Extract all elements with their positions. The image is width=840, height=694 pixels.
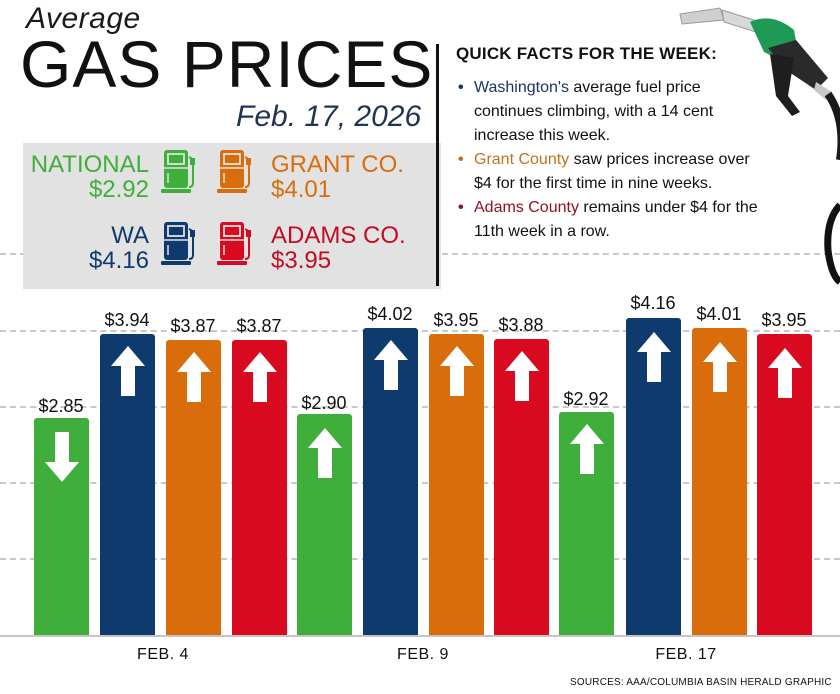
fact-highlight: Adams County	[474, 199, 579, 216]
bar-value-label: $2.90	[301, 393, 347, 413]
x-label-feb17: FEB. 17	[655, 646, 717, 663]
gridline	[0, 482, 840, 484]
fact-item: • Adams County remains under $4 for the 1…	[458, 199, 758, 240]
arrow-up-icon	[702, 342, 737, 392]
bar-value-label: $4.01	[696, 304, 742, 324]
arrow-up-icon	[307, 428, 342, 478]
fact-item: • Grant County saw prices increase over $…	[458, 151, 750, 192]
legend-adams-value: $3.95	[271, 247, 332, 274]
fact-text: remains under $4 for the 11th week in a …	[474, 199, 758, 240]
bar-wa-feb4	[100, 334, 155, 635]
legend-adams: ADAMS CO. $3.95	[271, 223, 406, 273]
arrow-up-icon	[110, 346, 145, 396]
fact-text: saw prices increase over $4 for the firs…	[474, 151, 750, 192]
arrow-up-icon	[242, 352, 277, 402]
legend-adams-label: ADAMS CO.	[271, 222, 406, 249]
arrow-up-icon	[373, 340, 408, 390]
divider	[436, 44, 439, 286]
fact-text: average fuel price continues climbing, w…	[474, 79, 714, 144]
date-label: Feb. 17, 2026	[236, 100, 422, 133]
legend-wa-label: WA	[111, 222, 149, 249]
bar-value-label: $4.16	[630, 293, 676, 313]
bar-grant-feb17	[692, 328, 747, 635]
page-title: GAS PRICES	[20, 27, 434, 101]
x-axis-baseline	[0, 635, 840, 637]
fact-item: • Washington's average fuel price continu…	[458, 79, 714, 144]
bar-adams-feb9	[494, 339, 549, 635]
legend-box: NATIONAL $2.92 GRANT CO. $4.01 WA $4.16	[23, 143, 441, 289]
legend-grant-label: GRANT CO.	[271, 151, 404, 178]
bar-national-feb17	[559, 412, 614, 635]
x-label-feb9: FEB. 9	[397, 646, 449, 663]
gridline	[0, 558, 840, 560]
bar-grant-feb4	[166, 340, 221, 635]
arrow-up-icon	[636, 332, 671, 382]
legend-wa-value: $4.16	[88, 247, 149, 274]
bar-value-label: $3.87	[170, 316, 216, 336]
bar-value-label: $4.02	[367, 304, 413, 324]
gas-pump-icon	[217, 150, 251, 193]
legend-grant: GRANT CO. $4.01	[271, 152, 404, 202]
title-average: Average	[26, 2, 141, 35]
legend-national: NATIONAL $2.92	[23, 152, 149, 202]
arrow-up-icon	[504, 351, 539, 401]
fuel-nozzle-icon	[679, 7, 840, 285]
legend-grant-value: $4.01	[271, 176, 332, 203]
gas-pump-icon	[161, 150, 195, 193]
bar-adams-feb17	[757, 334, 812, 635]
bar-value-label: $3.95	[433, 310, 479, 330]
legend-wa: WA $4.16	[23, 223, 149, 273]
bar-value-label: $3.88	[498, 315, 544, 335]
gas-pump-icon	[217, 222, 251, 265]
gas-pump-icon	[161, 222, 195, 265]
legend-national-value: $2.92	[88, 176, 149, 203]
arrow-down-icon	[44, 432, 79, 482]
arrow-up-icon	[569, 424, 604, 474]
bar-value-label: $3.87	[236, 316, 282, 336]
gridline	[0, 406, 840, 408]
arrow-up-icon	[767, 348, 802, 398]
bar-wa-feb9	[363, 328, 418, 635]
bar-wa-feb17	[626, 318, 681, 635]
bar-value-label: $3.94	[104, 310, 150, 330]
fact-highlight: Washington's	[474, 79, 569, 96]
arrow-up-icon	[176, 352, 211, 402]
arrow-up-icon	[439, 346, 474, 396]
bar-national-feb4	[34, 418, 89, 635]
legend-national-label: NATIONAL	[30, 151, 149, 178]
facts-title: QUICK FACTS FOR THE WEEK:	[456, 44, 717, 63]
gridline	[0, 330, 840, 332]
fact-highlight: Grant County	[474, 151, 570, 168]
source-credit: SOURCES: AAA/COLUMBIA BASIN HERALD GRAPH…	[570, 677, 832, 688]
x-label-feb4: FEB. 4	[137, 646, 189, 663]
bar-value-label: $3.95	[761, 310, 807, 330]
bar-grant-feb9	[429, 334, 484, 635]
bar-adams-feb4	[232, 340, 287, 635]
bar-value-label: $2.92	[563, 389, 609, 409]
facts-list: • Washington's average fuel price continu…	[458, 76, 758, 244]
bar-national-feb9	[297, 414, 352, 635]
bar-value-label: $2.85	[38, 396, 84, 416]
